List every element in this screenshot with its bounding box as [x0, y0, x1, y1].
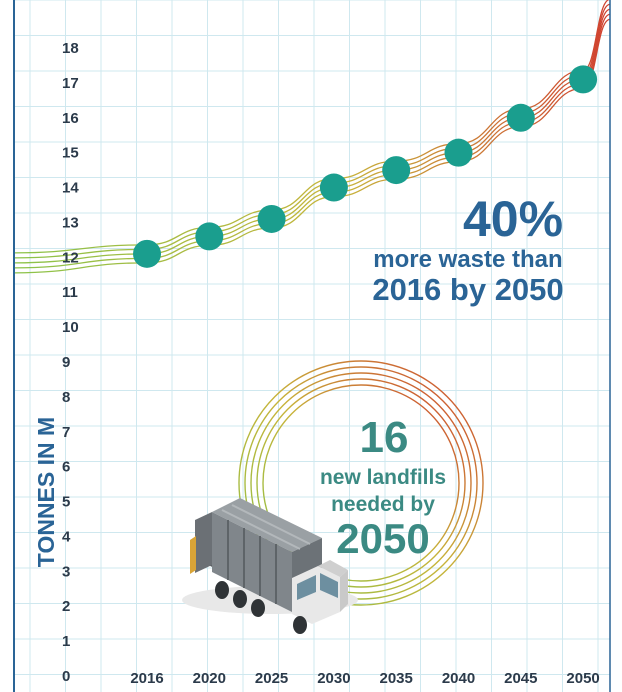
x-tick-label: 2020 [193, 670, 226, 687]
garbage-truck-icon [182, 498, 358, 634]
y-tick-label: 13 [62, 214, 79, 231]
y-tick-label: 10 [62, 319, 79, 336]
y-tick-label: 18 [62, 40, 79, 57]
x-tick-label: 2035 [380, 670, 413, 687]
y-tick-label: 11 [62, 284, 78, 301]
y-tick-label: 16 [62, 110, 79, 127]
landfill-line2: needed by [331, 493, 435, 516]
data-point [195, 222, 224, 251]
trend-wave-line [13, 0, 611, 254]
grid [14, 0, 610, 692]
trend-waves [13, 0, 611, 274]
landfill-line3: 2050 [336, 515, 429, 562]
landfill-line1: new landfills [320, 466, 446, 489]
landfill-count: 16 [360, 413, 409, 462]
x-tick-label: 2025 [255, 670, 288, 687]
data-points [133, 65, 598, 268]
data-point [133, 239, 161, 268]
y-tick-label: 6 [62, 459, 70, 476]
y-tick-label: 12 [62, 249, 79, 266]
y-tick-label: 3 [62, 563, 70, 580]
y-tick-label: 1 [62, 633, 70, 650]
y-tick-label: 17 [62, 75, 79, 92]
trend-wave-line [13, 8, 611, 264]
waste-line2: 2016 by 2050 [372, 272, 563, 307]
data-point [569, 65, 598, 94]
trend-wave-line [13, 13, 611, 269]
y-tick-label: 4 [62, 528, 71, 545]
trend-wave-line [13, 18, 611, 274]
data-point [444, 138, 473, 167]
y-tick-label: 7 [62, 424, 70, 441]
landfill-rings [238, 360, 484, 606]
waste-callout: 40% more waste than 2016 by 2050 [372, 191, 563, 307]
y-tick-label: 14 [62, 180, 79, 197]
y-tick-label: 9 [62, 354, 70, 371]
y-axis-label: TONNES IN M [33, 417, 59, 567]
y-tick-label: 15 [62, 145, 79, 162]
x-tick-label: 2045 [504, 670, 537, 687]
y-tick-label: 5 [62, 494, 70, 511]
x-tick-label: 2016 [130, 670, 163, 687]
y-tick-label: 0 [62, 668, 70, 685]
waste-line1: more waste than [373, 246, 562, 273]
x-tick-labels: 2016 2020 2025 2030 2035 2040 2045 2050 [130, 670, 599, 687]
y-tick-label: 2 [62, 598, 70, 615]
landfill-callout: 16 new landfills needed by 2050 [320, 413, 446, 562]
x-tick-label: 2040 [442, 670, 475, 687]
x-tick-label: 2050 [566, 670, 599, 687]
trend-wave-line [13, 3, 611, 259]
waste-percent: 40% [463, 191, 563, 247]
data-point [506, 103, 535, 132]
y-tick-label: 8 [62, 389, 70, 406]
x-tick-label: 2030 [317, 670, 350, 687]
data-point [382, 156, 411, 185]
data-point [257, 204, 286, 233]
data-point [319, 173, 348, 202]
